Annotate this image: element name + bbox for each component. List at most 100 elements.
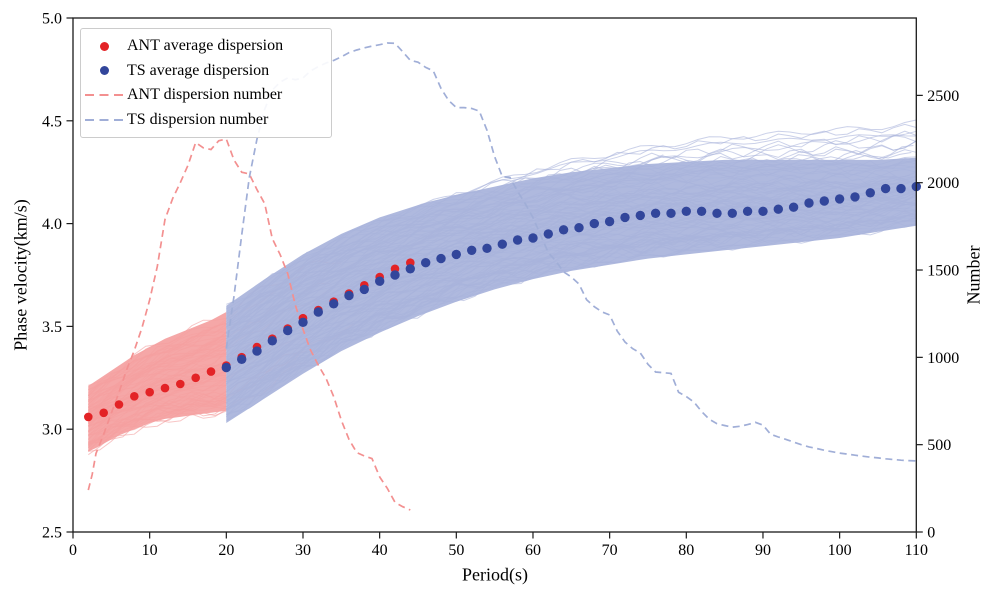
average-dot <box>436 253 446 264</box>
average-dot <box>130 392 139 401</box>
bundle-fill <box>88 312 227 452</box>
average-dot <box>896 183 906 194</box>
average-dot <box>512 235 523 245</box>
average-dot <box>589 218 599 229</box>
average-dot <box>84 412 93 422</box>
average-dot <box>742 206 753 216</box>
average-dot <box>375 276 385 286</box>
average-dot <box>712 208 722 218</box>
x-axis: 0 10 20 30 40 50 60 70 80 90 100 110 <box>69 532 928 559</box>
average-dot <box>451 249 461 260</box>
average-dot <box>405 264 415 274</box>
average-dot <box>482 243 492 253</box>
y-left-tick-label: 3.5 <box>42 319 62 336</box>
average-dot <box>558 225 569 235</box>
average-dot <box>421 258 431 268</box>
legend-label: ANT dispersion number <box>127 86 283 104</box>
average-dot <box>804 198 814 208</box>
y-axis-left: 2.5 3.0 3.5 4.0 4.5 5.0 <box>42 11 73 542</box>
average-dot <box>604 216 615 227</box>
x-tick-label: 0 <box>69 542 77 559</box>
legend-item-ant-number: ANT dispersion number <box>81 83 331 108</box>
y-left-tick-label: 5.0 <box>42 11 62 28</box>
blue-dot-marker-icon <box>81 66 127 76</box>
average-dot <box>865 188 875 198</box>
x-tick-label: 30 <box>295 542 311 559</box>
average-dot <box>574 223 584 233</box>
average-dot <box>267 336 277 346</box>
blue-dashed-line-marker-icon <box>81 118 127 121</box>
average-dot <box>176 379 185 389</box>
x-axis-title: Period(s) <box>462 564 528 585</box>
average-dot <box>696 206 707 216</box>
legend-item-ts-average: TS average dispersion <box>81 59 331 84</box>
average-dot <box>727 208 737 218</box>
x-tick-label: 100 <box>828 542 852 559</box>
average-dot <box>666 208 676 218</box>
y-left-tick-label: 4.0 <box>42 216 62 233</box>
legend-label: ANT average dispersion <box>127 37 284 55</box>
average-dot <box>359 284 369 295</box>
average-dot <box>114 400 124 409</box>
average-dot <box>834 194 845 204</box>
average-dot <box>620 212 630 223</box>
y-right-tick-label: 500 <box>927 437 951 454</box>
y-left-tick-label: 3.0 <box>42 422 62 439</box>
average-dot <box>252 346 262 356</box>
x-tick-label: 60 <box>525 542 541 559</box>
x-tick-label: 40 <box>372 542 388 559</box>
red-dot-marker-icon <box>81 41 127 51</box>
ts-dispersion-number-line <box>225 42 917 462</box>
x-tick-label: 20 <box>218 542 234 559</box>
ant-dispersion-number-line <box>87 137 411 511</box>
average-dot <box>528 233 538 243</box>
average-dot <box>145 387 154 397</box>
average-dot <box>344 290 354 301</box>
average-dot <box>819 196 829 206</box>
average-dot <box>773 204 783 214</box>
average-dot <box>681 206 691 216</box>
average-dot <box>650 208 661 218</box>
x-tick-label: 90 <box>755 542 771 559</box>
legend: ANT average dispersion TS average disper… <box>80 28 332 138</box>
y-left-tick-label: 4.5 <box>42 113 62 130</box>
y-axis-left-title: Phase velocity(km/s) <box>10 199 31 351</box>
average-dot <box>191 373 200 383</box>
x-tick-label: 110 <box>905 542 928 559</box>
x-tick-label: 10 <box>142 542 158 559</box>
average-dot <box>467 245 477 255</box>
x-tick-label: 80 <box>678 542 694 559</box>
average-dot <box>313 307 323 317</box>
y-axis-right-title: Number <box>963 245 984 305</box>
ts-dispersion-curves <box>225 119 917 424</box>
average-dot <box>221 362 231 373</box>
y-axis-right: 0 500 1000 1500 2000 2500 <box>916 88 959 542</box>
legend-label: TS average dispersion <box>127 61 270 79</box>
x-tick-label: 70 <box>602 542 618 559</box>
red-dashed-line-marker-icon <box>81 94 127 97</box>
average-dot <box>237 354 247 364</box>
average-dot <box>390 270 400 280</box>
y-right-tick-label: 1000 <box>927 350 959 367</box>
y-right-tick-label: 2000 <box>927 175 959 192</box>
average-dot <box>850 192 860 202</box>
y-right-tick-label: 1500 <box>927 263 959 280</box>
average-dot <box>635 210 645 221</box>
legend-item-ant-average: ANT average dispersion <box>81 34 331 59</box>
legend-label: TS dispersion number <box>127 110 269 128</box>
average-dot <box>880 183 891 194</box>
average-dot <box>283 325 293 336</box>
average-dot <box>206 367 216 376</box>
legend-item-ts-number: TS dispersion number <box>81 108 331 133</box>
plot-frame <box>72 17 917 533</box>
average-dot <box>788 202 799 212</box>
average-dot <box>497 239 507 249</box>
average-dot <box>99 408 108 418</box>
y-right-tick-label: 0 <box>927 525 935 542</box>
x-tick-label: 50 <box>448 542 464 559</box>
average-dot <box>329 299 339 309</box>
average-dot <box>160 383 170 393</box>
average-dot <box>298 317 308 327</box>
